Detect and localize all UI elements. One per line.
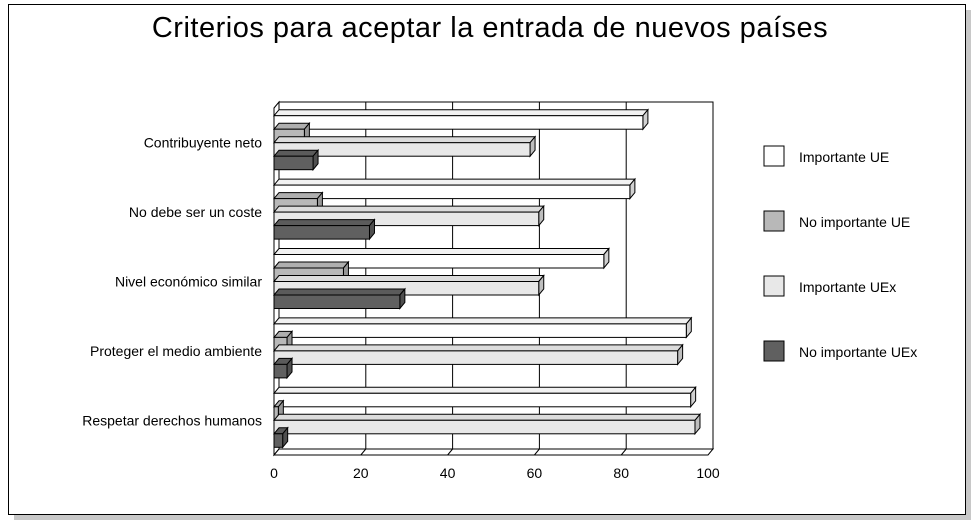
bar — [272, 247, 610, 270]
bar — [272, 412, 702, 436]
frame-shadow-bottom — [14, 515, 971, 520]
bar-front — [273, 115, 644, 130]
bar-front — [273, 433, 284, 448]
bar-front — [273, 142, 531, 157]
category-label: Nivel económico similar — [115, 274, 262, 290]
bar-front — [273, 225, 370, 240]
bar-front — [273, 155, 314, 171]
legend-label: No importante UEx — [799, 344, 917, 360]
x-tick-label: 0 — [270, 465, 278, 481]
x-tick-label: 20 — [353, 465, 369, 481]
bar-top — [272, 136, 537, 144]
legend-swatch — [763, 210, 785, 232]
legend-swatch — [763, 275, 785, 297]
legend-item: No importante UE — [763, 210, 910, 232]
legend-item: Importante UE — [763, 145, 889, 167]
bar-top — [272, 288, 406, 296]
legend-label: Importante UEx — [799, 279, 896, 295]
x-tick-label: 100 — [696, 465, 720, 481]
bar-top — [272, 192, 324, 200]
category-label: Proteger el medio ambiente — [90, 343, 262, 359]
plot-floor — [272, 448, 715, 456]
chart-title: Criterios para aceptar la entrada de nue… — [151, 12, 829, 44]
bar-top — [272, 219, 376, 227]
bar-top — [272, 386, 697, 394]
bar-front — [273, 363, 288, 379]
bar-top — [272, 178, 636, 186]
grid-floor-line — [534, 448, 540, 456]
bar — [272, 357, 294, 380]
bars — [272, 108, 702, 449]
bar — [272, 218, 376, 241]
bar-top — [272, 413, 702, 421]
x-tick-label: 60 — [527, 465, 543, 481]
bar — [272, 135, 537, 158]
bar-top — [272, 317, 693, 325]
legend-label: Importante UE — [799, 149, 889, 165]
bar-top — [272, 149, 320, 157]
bar-top — [272, 205, 545, 213]
bar-front — [273, 419, 696, 435]
grid-floor-line — [360, 448, 367, 456]
bar-front — [273, 294, 401, 309]
bar — [272, 108, 649, 131]
bar-front — [273, 323, 687, 338]
category-labels: Contribuyente neto No debe ser un coste Ni… — [82, 135, 262, 429]
grid-floor-line — [447, 448, 453, 456]
bar — [272, 148, 320, 172]
bar-front — [273, 254, 605, 269]
bar-front — [273, 392, 692, 408]
bar — [272, 177, 636, 200]
x-tick-label: 80 — [613, 465, 629, 481]
category-label: Contribuyente neto — [144, 135, 263, 151]
bar-top — [272, 109, 649, 117]
legend-label: No importante UE — [799, 214, 910, 230]
bar-front — [273, 184, 631, 200]
legend-item: Importante UEx — [763, 275, 896, 297]
bar — [272, 385, 697, 409]
bar — [272, 316, 693, 339]
x-tick-labels: 0 20 40 60 80 100 — [270, 465, 720, 481]
bar — [272, 426, 289, 449]
bar-top — [272, 248, 610, 255]
x-tick-label: 40 — [440, 465, 456, 481]
category-label: No debe ser un coste — [129, 204, 262, 220]
category-label: Respetar derechos humanos — [82, 412, 262, 428]
bar-top — [272, 275, 545, 282]
grid-floor-line — [620, 448, 627, 456]
bar-top — [272, 344, 684, 352]
frame-shadow-right — [966, 10, 971, 520]
bar-top — [272, 122, 311, 130]
legend-swatch — [763, 145, 785, 167]
bar-front — [273, 350, 679, 365]
legend-swatch — [763, 340, 785, 362]
legend: Importante UE No importante UE Importante … — [763, 145, 917, 362]
bar-top — [272, 261, 350, 269]
legend-item: No importante UEx — [763, 340, 917, 362]
bar — [272, 287, 406, 310]
bar — [272, 343, 684, 366]
